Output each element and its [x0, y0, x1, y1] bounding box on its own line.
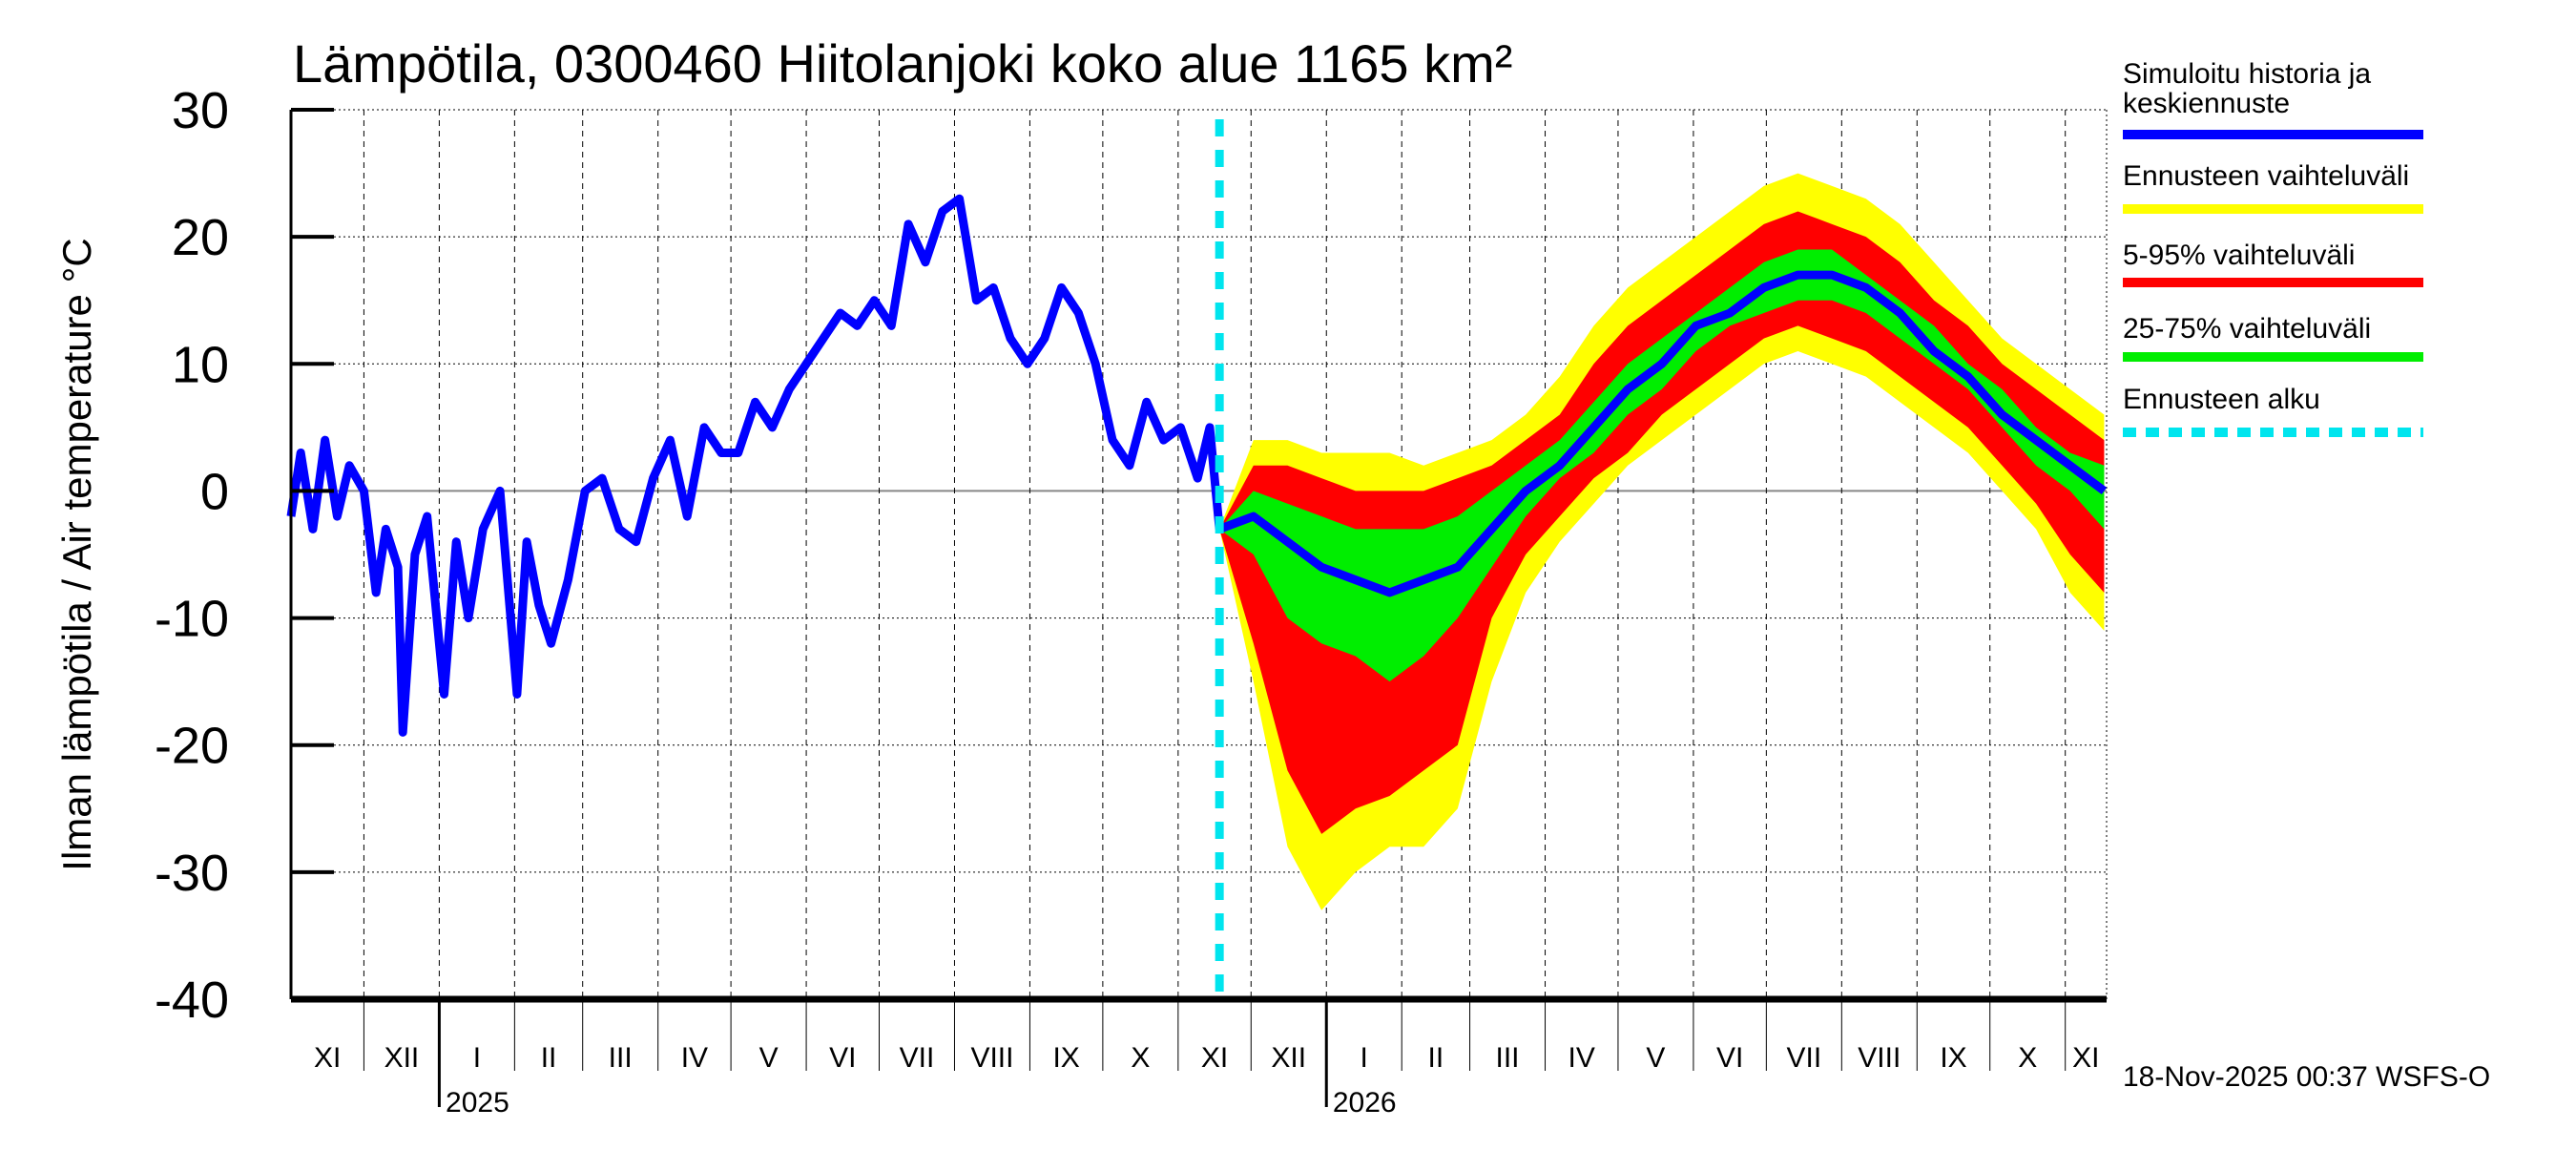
legend-label: Ennusteen vaihteluväli: [2123, 160, 2409, 192]
month-label: V: [1646, 1042, 1665, 1074]
x-tick-labels: XI XII I II III IV V VI VII VIII IX X XI XII I II III IV V…: [314, 1042, 2099, 1119]
month-label: VI: [829, 1042, 856, 1074]
series-lines: [286, 119, 2108, 999]
y-tick-label: -20: [155, 718, 229, 775]
month-label: I: [473, 1042, 481, 1074]
median-forecast-line: [1217, 270, 2108, 597]
month-label: XI: [314, 1042, 341, 1074]
y-tick-label: -30: [155, 845, 229, 902]
month-label: II: [541, 1042, 557, 1074]
month-label: IX: [1052, 1042, 1079, 1074]
month-label: XI: [2072, 1042, 2099, 1074]
legend-label: keskiennuste: [2123, 88, 2290, 119]
y-tick-label: 10: [172, 336, 229, 393]
month-label: VII: [1786, 1042, 1821, 1074]
month-label: V: [759, 1042, 779, 1074]
y-axis-label: Ilman lämpötila / Air temperature °C: [54, 238, 99, 870]
y-tick-label: -40: [155, 972, 229, 1029]
y-tick-label: -10: [155, 591, 229, 648]
month-label: I: [1361, 1042, 1368, 1074]
month-label: II: [1428, 1042, 1444, 1074]
month-label: VIII: [1858, 1042, 1901, 1074]
month-label: X: [2018, 1042, 2037, 1074]
y-tick-label: 0: [200, 463, 229, 520]
y-tick-labels: 30 20 10 0 -10 -20 -30 -40: [155, 82, 229, 1029]
month-label: IX: [1940, 1042, 1966, 1074]
axes: [289, 108, 2107, 1107]
history-line: [286, 194, 1224, 737]
legend-label: 5-95% vaihteluväli: [2123, 240, 2355, 271]
y-tick-label: 20: [172, 209, 229, 266]
forecast-bands: [1219, 173, 2105, 910]
month-label: XI: [1201, 1042, 1228, 1074]
month-label: VIII: [970, 1042, 1013, 1074]
month-label: VII: [900, 1042, 935, 1074]
month-label: VI: [1716, 1042, 1743, 1074]
y-tick-label: 30: [172, 82, 229, 139]
chart-title: Lämpötila, 0300460 Hiitolanjoki koko alu…: [293, 33, 1512, 94]
month-label: III: [1496, 1042, 1520, 1074]
legend-label: Simuloitu historia ja: [2123, 58, 2371, 90]
legend-label: Ennusteen alku: [2123, 384, 2320, 415]
month-label: III: [609, 1042, 633, 1074]
year-label: 2025: [446, 1087, 509, 1119]
month-label: XII: [1271, 1042, 1306, 1074]
year-label: 2026: [1333, 1087, 1397, 1119]
month-label: IV: [1568, 1042, 1595, 1074]
band-5-95: [1219, 211, 2105, 834]
timestamp: 18-Nov-2025 00:37 WSFS-O: [2123, 1061, 2490, 1093]
month-label: IV: [681, 1042, 708, 1074]
month-label: XII: [384, 1042, 420, 1074]
month-label: X: [1131, 1042, 1150, 1074]
legend-label: 25-75% vaihteluväli: [2123, 313, 2371, 345]
